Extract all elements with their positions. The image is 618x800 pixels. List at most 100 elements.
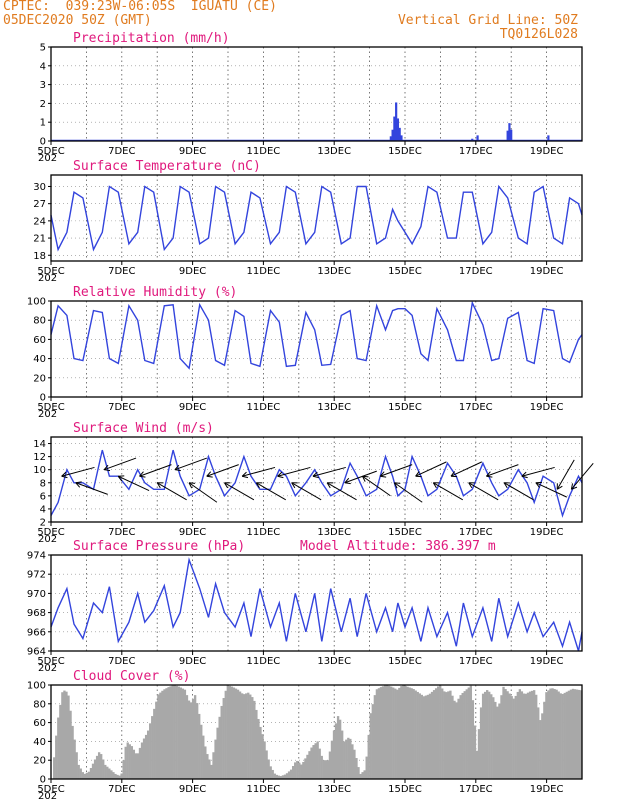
cloud-column — [573, 689, 577, 779]
cloud-column — [494, 701, 497, 779]
precip-bar — [395, 102, 398, 141]
cloud-column — [406, 686, 409, 779]
wind-arrow — [326, 482, 357, 501]
cloud-column — [351, 744, 354, 779]
wind-arrow-head — [277, 471, 283, 477]
y-tick-label: 20 — [33, 373, 46, 384]
wind-arrow-head — [326, 482, 331, 489]
cloud-column — [424, 695, 428, 779]
cloud-column — [330, 740, 334, 779]
wind-arrow — [103, 457, 137, 471]
x-tick-label: 9DEC — [179, 146, 206, 157]
cloud-column — [551, 688, 554, 779]
cloud-column — [320, 755, 323, 779]
cloud-column — [175, 685, 178, 779]
cloud-column — [81, 772, 84, 779]
cloud-column — [402, 685, 405, 779]
cloud-column — [483, 691, 487, 779]
cloud-column — [547, 690, 550, 779]
x-tick-label: 19DEC — [530, 266, 564, 277]
y-tick-label: 1 — [40, 118, 46, 129]
cloud-column — [69, 710, 72, 779]
cloud-column — [204, 746, 207, 779]
x-tick-label: 13DEC — [317, 266, 351, 277]
wind-arrow-head — [344, 477, 350, 484]
wind-arrow-head — [312, 471, 318, 477]
y-tick-label: 20 — [33, 756, 46, 767]
header-grid-note: Vertical Grid Line: 50Z — [397, 13, 578, 28]
wind-arrow — [535, 482, 568, 498]
wind-arrow-head — [75, 482, 81, 488]
precip-bar — [393, 116, 396, 141]
header-station-line: CPTEC: 039:23W-06:05S IGUATU (CE) — [3, 0, 277, 14]
wind-arrow — [503, 482, 534, 501]
wind-arrow-head — [75, 481, 82, 484]
cloud-column — [463, 691, 466, 779]
cloud-column — [212, 752, 215, 779]
cloud-column — [430, 691, 434, 779]
cloud-column — [104, 764, 107, 779]
cloud-column — [404, 686, 407, 779]
cloud-column — [110, 770, 113, 779]
x-tick-label: 5DEC — [37, 656, 64, 667]
cloud-column — [167, 687, 170, 779]
pressure-panel: 964 966 968 970 972 974 5DEC 7DEC 9DEC 11DEC 13DEC… — [27, 539, 583, 674]
y-tick-label: 40 — [33, 354, 46, 365]
cloud-column — [163, 689, 166, 779]
x-tick-label: 15DEC — [388, 656, 422, 667]
cloud-column — [512, 698, 515, 779]
cloud-column — [326, 760, 330, 779]
cloud-column — [436, 686, 440, 779]
panel-title: Surface Temperature (nC) — [73, 159, 261, 174]
cloud-column — [273, 773, 276, 779]
wind-arrow-head — [503, 482, 508, 489]
cloud-column — [271, 769, 274, 779]
y-tick-label: 4 — [40, 504, 46, 515]
wind-arrow-head — [571, 486, 578, 490]
x-tick-label: 17DEC — [459, 656, 493, 667]
y-tick-label: 6 — [40, 491, 46, 502]
cloud-column — [447, 691, 450, 779]
cloud-column — [151, 716, 154, 779]
cloud-column — [263, 741, 266, 779]
cloud-column — [97, 752, 101, 779]
cloud-column — [357, 767, 360, 779]
wind-arrow-head — [344, 482, 351, 485]
cloud-column — [428, 693, 432, 779]
cloud-column — [522, 693, 526, 779]
wind-arrow — [75, 482, 108, 495]
cloud-column — [181, 688, 185, 779]
cloud-column — [261, 734, 264, 779]
cloud-column — [108, 768, 111, 779]
cloud-column — [291, 765, 295, 779]
precip-bar — [476, 135, 479, 141]
y-tick-label: 966 — [27, 627, 46, 638]
wind-arrow-head — [188, 482, 193, 489]
cloud-column — [498, 703, 501, 779]
cloud-column — [434, 688, 438, 779]
cloud-column — [177, 686, 180, 779]
cloud-column — [408, 687, 411, 779]
cloud-column — [287, 771, 291, 779]
wind-arrow-head — [556, 485, 563, 490]
wind-arrow-head — [189, 482, 196, 484]
cloud-column — [65, 691, 68, 779]
cloud-column — [473, 725, 477, 779]
wind-arrow — [450, 461, 483, 477]
cloud-column — [488, 691, 491, 779]
cloud-column — [375, 689, 379, 779]
cloud-column — [490, 694, 493, 779]
cloud-column — [218, 716, 221, 779]
cloud-column — [191, 698, 195, 779]
cloud-column — [557, 691, 560, 779]
cloud-column — [449, 690, 452, 779]
cloud-column — [100, 754, 103, 779]
cloud-column — [161, 690, 164, 779]
panel-title: Surface Pressure (hPa) — [73, 539, 245, 554]
cloud-column — [53, 757, 56, 779]
cloud-column — [87, 771, 91, 779]
cloud-column — [465, 689, 468, 779]
cloud-column — [114, 773, 117, 779]
temperature-panel: 18 21 24 27 30 5DEC 7DEC 9DEC 11DEC 13DEC 15DEC 17D… — [33, 159, 583, 284]
cloud-column — [136, 753, 140, 779]
